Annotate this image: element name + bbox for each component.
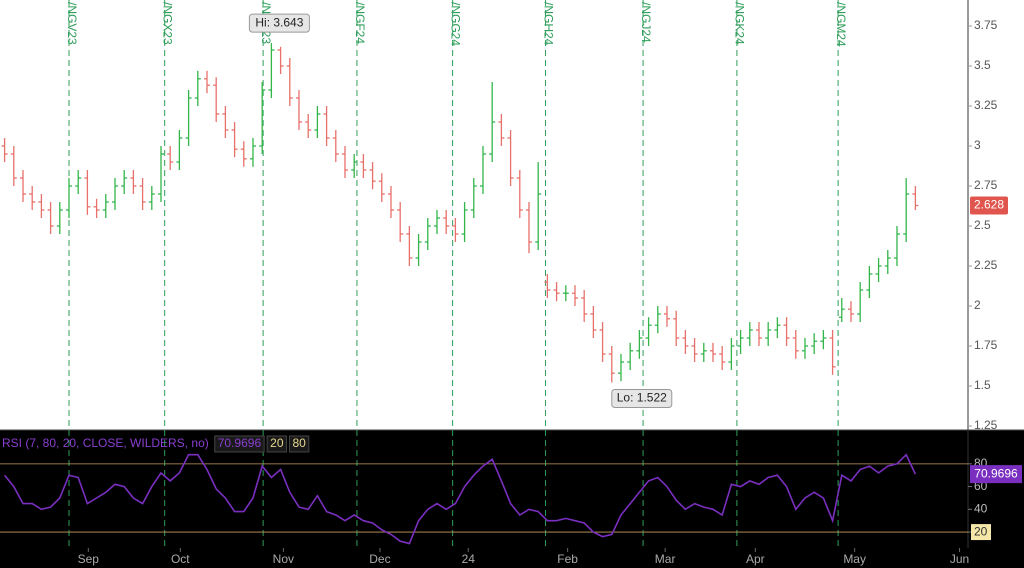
rsi-title: RSI (7, 80, 20, CLOSE, WILDERS, no)	[2, 436, 209, 450]
last-value: 70.9696	[974, 466, 1018, 480]
y-tick-label: 2.5	[974, 218, 991, 232]
contract-label: /NGM24	[834, 2, 848, 47]
x-tick-label: Apr	[746, 552, 765, 566]
annotation: Hi: 3.643	[255, 15, 303, 29]
y-tick-label: 40	[974, 502, 988, 516]
annotation: Lo: 1.522	[617, 391, 667, 405]
x-tick-label: Oct	[171, 552, 190, 566]
x-tick-label: Sep	[78, 552, 100, 566]
x-tick-label: Nov	[273, 552, 294, 566]
rsi-header-box	[289, 435, 310, 453]
rsi-header-tag: 20	[270, 436, 284, 450]
rsi-header-box	[266, 435, 287, 453]
contract-label: /NGV23	[65, 2, 79, 45]
y-tick-label: 3.25	[974, 98, 998, 112]
x-tick-label: May	[843, 552, 866, 566]
contract-label: /NGK24	[733, 2, 747, 45]
x-tick-label: Mar	[655, 552, 676, 566]
x-tick-label: Dec	[369, 552, 390, 566]
y-tick-label: 1.75	[974, 338, 998, 352]
contract-label: /NGJ24	[639, 2, 653, 43]
y-tick-label: 2	[974, 298, 981, 312]
y-tick-label: 20	[974, 524, 988, 538]
y-tick-label: 2.75	[974, 178, 998, 192]
rsi-header-box	[214, 435, 265, 453]
rsi-panel	[0, 430, 1024, 568]
y-tick-label: 3	[974, 138, 981, 152]
contract-label: /NGG24	[448, 2, 462, 46]
rsi-line	[3, 453, 917, 545]
last-price-box	[970, 196, 1008, 215]
annotation-box	[611, 388, 673, 408]
x-tick-label: Jun	[950, 552, 969, 566]
contract-label: /NGX23	[161, 2, 175, 45]
contract-label: /NGH24	[541, 2, 555, 46]
price-panel	[0, 0, 1024, 430]
contract-label: /NGF24	[353, 2, 367, 44]
y-tick-label: 2.25	[974, 258, 998, 272]
x-tick-label: 24	[462, 552, 476, 566]
y-tick-label: 1.5	[974, 378, 991, 392]
y-tick-label: 1.25	[974, 418, 998, 432]
annotation-box	[248, 13, 310, 33]
y-tick-label: 3.75	[974, 18, 998, 32]
y-tick-label: 3.5	[974, 58, 991, 72]
rsi-header-value: 70.9696	[218, 436, 262, 450]
last-price: 2.628	[974, 198, 1004, 212]
last-value-box	[970, 465, 1022, 484]
rsi-header-tag: 80	[293, 436, 307, 450]
x-tick-label: Feb	[557, 552, 578, 566]
tick-box	[971, 524, 991, 541]
